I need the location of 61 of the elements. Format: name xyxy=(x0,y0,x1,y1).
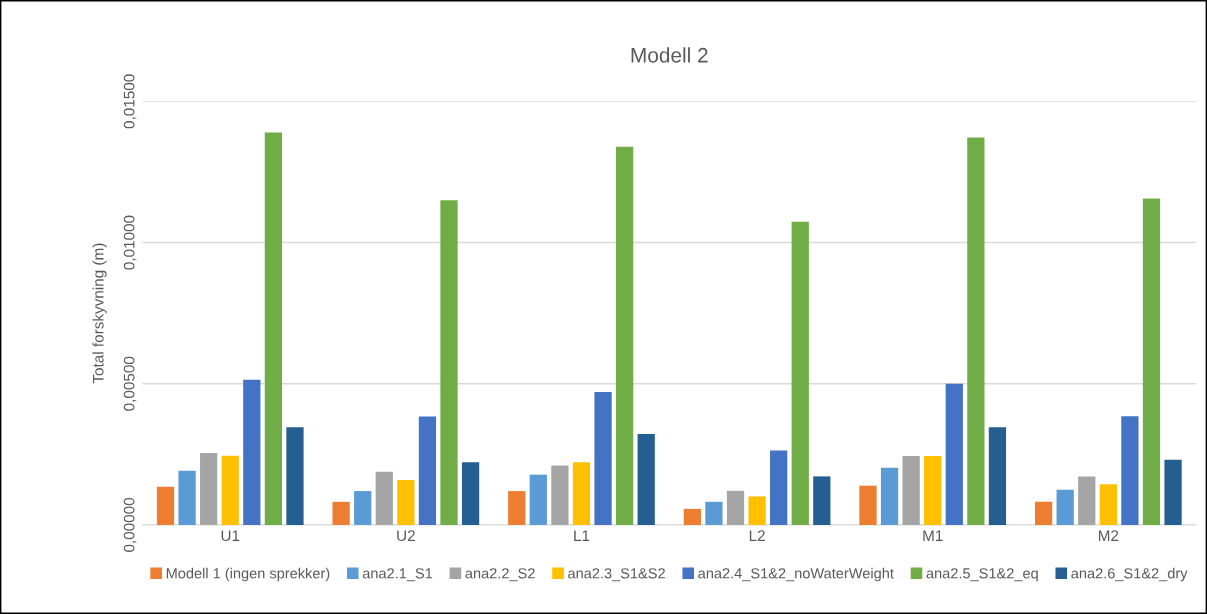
bar xyxy=(1164,459,1182,525)
x-tick-label: L1 xyxy=(574,530,590,541)
y-axis-title: Total forskyvning (m) xyxy=(92,243,107,384)
y-tick-label: 0,00000 xyxy=(123,497,137,552)
bar xyxy=(221,455,239,525)
y-tick-label: 0,01500 xyxy=(123,74,137,129)
bar xyxy=(200,452,218,525)
y-tick-label: 0,01000 xyxy=(123,215,137,270)
legend-label: ana2.6_S1&2_dry xyxy=(1071,567,1188,582)
bar xyxy=(418,416,437,525)
bar xyxy=(375,471,393,525)
legend-label: ana2.2_S2 xyxy=(465,568,535,582)
bar xyxy=(967,137,985,525)
bar xyxy=(1142,198,1161,525)
bar xyxy=(748,496,766,525)
bar xyxy=(594,391,612,525)
bar xyxy=(1034,501,1053,525)
legend-label: ana2.4_S1&2_noWaterWeight xyxy=(698,567,894,582)
chart-title: Modell 2 xyxy=(631,47,708,63)
bar xyxy=(243,379,261,525)
bar xyxy=(945,383,963,525)
bar xyxy=(286,427,304,525)
bar xyxy=(637,434,655,525)
bar xyxy=(397,480,415,525)
bar xyxy=(461,462,480,525)
bar xyxy=(791,221,809,525)
bar xyxy=(156,486,175,525)
bar xyxy=(726,490,745,525)
x-tick-label: U2 xyxy=(397,530,415,542)
bar xyxy=(1099,484,1117,525)
bar xyxy=(551,465,569,525)
bar xyxy=(924,456,942,525)
legend-label: ana2.1_S1 xyxy=(362,568,433,582)
bar xyxy=(332,501,350,525)
x-tick-label: U1 xyxy=(221,530,240,542)
bar xyxy=(572,462,591,525)
legend-label: ana2.3_S1&S2 xyxy=(568,568,665,582)
legend-label: ana2.5_S1&2_eq xyxy=(926,568,1038,582)
bar xyxy=(1078,476,1096,525)
bar xyxy=(988,427,1007,525)
bar xyxy=(1056,489,1074,525)
x-tick-label: L2 xyxy=(749,530,765,541)
bar xyxy=(1121,416,1139,525)
bar xyxy=(264,132,283,525)
bar xyxy=(440,200,458,525)
bar xyxy=(683,508,701,525)
bar xyxy=(880,467,899,525)
bar xyxy=(705,501,723,525)
bar xyxy=(813,476,831,525)
x-tick-label: M2 xyxy=(1098,530,1119,541)
bar xyxy=(529,474,547,525)
bar xyxy=(859,485,877,525)
y-tick-label: 0,00500 xyxy=(123,356,137,411)
bar xyxy=(902,456,920,525)
bar xyxy=(770,450,788,525)
legend-label: Modell 1 (ingen sprekker) xyxy=(166,567,330,582)
bar xyxy=(508,491,526,525)
bar xyxy=(354,491,372,525)
x-tick-label: M1 xyxy=(923,530,943,541)
bar xyxy=(615,146,634,525)
bar xyxy=(178,470,196,525)
